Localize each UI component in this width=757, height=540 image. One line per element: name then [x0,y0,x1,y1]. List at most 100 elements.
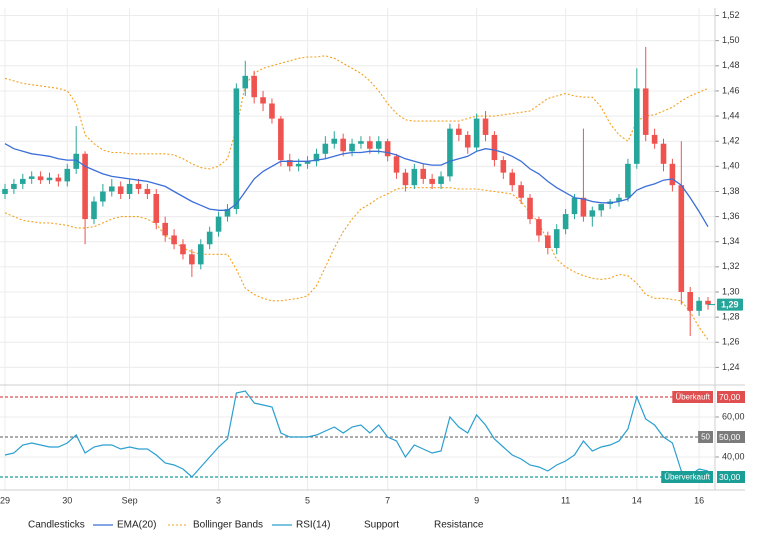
candle-body [162,222,168,236]
candle-body [286,160,293,167]
candle-body [598,204,605,211]
candle-body [367,141,373,149]
y-tick-label: 1,30 [722,286,740,296]
candle-body [2,188,8,194]
candle-body [278,118,284,161]
candle-body [634,88,640,164]
candle-body [224,209,231,217]
candle-body [269,103,275,119]
candle-body [571,197,578,215]
rsi-level-value: 50,00 [719,432,741,442]
y-tick-label: 1,46 [722,85,740,95]
candle-body [553,229,560,249]
x-tick-label: 30 [62,495,72,505]
candle-body [402,172,409,186]
candle-body [358,141,364,144]
candle-body [82,153,88,220]
candle-body [562,214,569,230]
y-tick-label: 1,52 [722,10,740,20]
candle-body [91,201,97,220]
candle-body [509,172,516,186]
candle-body [28,176,35,179]
candle-body [144,188,151,194]
candle-body [189,254,195,265]
candle-body [171,235,177,245]
x-tick-label: 29 [0,495,10,505]
rsi-level-value-badge [717,471,745,483]
y-tick-label: 1,28 [722,312,740,322]
candle-body [678,185,685,293]
candle-body [696,300,702,311]
y-tick-label: 1,50 [722,35,740,45]
y-tick-label: 1,40 [722,161,740,171]
candle-body [429,178,435,184]
y-tick-label: 1,42 [722,136,740,146]
candle-body [616,197,622,202]
candle-body [705,300,711,305]
y-tick-label: 1,34 [722,236,740,246]
candle-body [447,128,453,177]
legend-label: Candlesticks [28,520,85,531]
candle-body [491,134,498,161]
legend-label: Support [364,520,399,531]
candle-body [456,128,462,135]
candle-body [545,235,551,249]
candle-body [420,168,427,179]
candle-body [527,197,533,220]
rsi-level-name-badge [661,471,713,483]
candle-body [375,141,382,149]
candle-body [393,156,400,173]
rsi-level-name-badge [672,391,713,403]
candle-body [46,177,53,181]
candle-body [625,163,631,198]
candle-body [589,210,596,217]
x-tick-label: 7 [385,495,390,505]
rsi-level-value-badge [717,431,745,443]
rsi-line [4,390,709,478]
y-tick-label: 1,38 [722,186,740,196]
candle-body [64,168,71,182]
candle-body [651,134,658,144]
candle-body [304,161,311,164]
candle-body [242,75,249,89]
candle-body [384,141,391,157]
candle-body [117,186,124,194]
rsi-level-value-badge [717,391,745,403]
rsi-y-tick-label: 40,00 [722,451,745,461]
rsi-level-value: 70,00 [719,392,741,402]
candle-body [126,183,133,194]
candle-body [473,118,480,148]
y-tick-label: 1,32 [722,261,740,271]
candle-body [153,193,160,223]
legend-label: EMA(20) [117,520,156,531]
candle-body [108,186,115,192]
x-tick-label: 11 [561,495,570,505]
rsi-level-name: Überverkauft [664,473,711,482]
rsi-level-name: 50 [701,433,710,442]
candle-body [580,197,587,217]
candle-body [500,160,507,173]
candle-body [340,138,346,152]
x-tick-label: 5 [305,495,310,505]
candle-body [295,163,302,167]
candle-body [464,134,471,148]
ema-line [4,143,709,228]
y-tick-label: 1,24 [722,362,740,372]
candle-body [215,216,222,232]
rsi-level-name-badge [698,431,713,443]
candle-body [411,168,418,186]
y-tick-label: 1,36 [722,211,740,221]
candle-body [11,183,17,189]
x-tick-label: 14 [632,495,642,505]
candle-body [180,244,186,255]
candle-body [536,219,542,236]
x-tick-label: 3 [216,495,221,505]
rsi-y-tick-label: 60,00 [722,411,745,421]
candle-body [19,178,26,184]
x-tick-label: 16 [694,495,704,505]
candle-body [322,143,329,154]
candle-body [251,75,257,98]
rsi-level-value: 30,00 [719,472,741,482]
current-price-badge [717,298,743,311]
